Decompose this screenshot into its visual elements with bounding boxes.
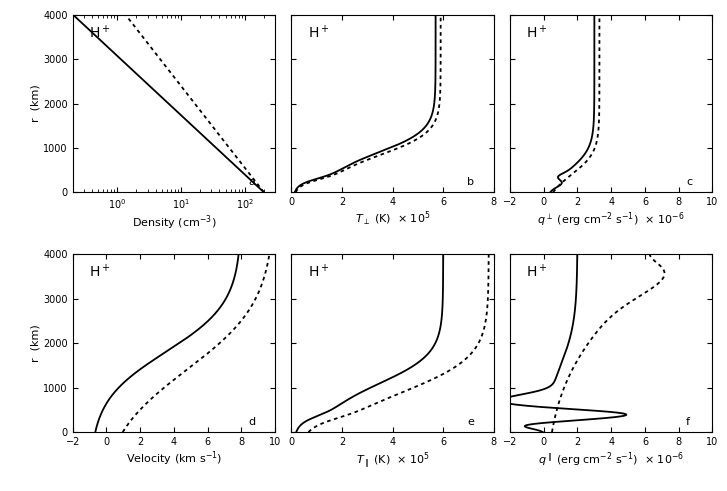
Text: f: f <box>686 417 690 427</box>
Text: d: d <box>249 417 256 427</box>
X-axis label: $q^{\parallel}$ (erg cm$^{-2}$ s$^{-1}$)  $\times$ 10$^{-6}$: $q^{\parallel}$ (erg cm$^{-2}$ s$^{-1}$)… <box>538 450 684 467</box>
Text: H$^+$: H$^+$ <box>89 24 111 41</box>
Text: H$^+$: H$^+$ <box>308 24 329 41</box>
Text: H$^+$: H$^+$ <box>89 263 111 280</box>
X-axis label: $T_\perp$ (K)  $\times$ 10$^5$: $T_\perp$ (K) $\times$ 10$^5$ <box>355 210 430 228</box>
Text: H$^+$: H$^+$ <box>308 263 329 280</box>
X-axis label: $q^\perp$ (erg cm$^{-2}$ s$^{-1}$)  $\times$ 10$^{-6}$: $q^\perp$ (erg cm$^{-2}$ s$^{-1}$) $\tim… <box>537 210 685 229</box>
X-axis label: Density (cm$^{-3}$): Density (cm$^{-3}$) <box>132 214 216 232</box>
Text: H$^+$: H$^+$ <box>526 24 547 41</box>
X-axis label: $T_{\parallel}$ (K)  $\times$ 10$^5$: $T_{\parallel}$ (K) $\times$ 10$^5$ <box>356 450 430 470</box>
Text: H$^+$: H$^+$ <box>526 263 547 280</box>
Y-axis label: r  (km): r (km) <box>31 325 41 362</box>
X-axis label: Velocity (km s$^{-1}$): Velocity (km s$^{-1}$) <box>126 450 222 468</box>
Text: b: b <box>467 177 475 187</box>
Text: a: a <box>249 177 256 187</box>
Text: e: e <box>467 417 474 427</box>
Y-axis label: r  (km): r (km) <box>31 84 41 122</box>
Text: c: c <box>686 177 692 187</box>
